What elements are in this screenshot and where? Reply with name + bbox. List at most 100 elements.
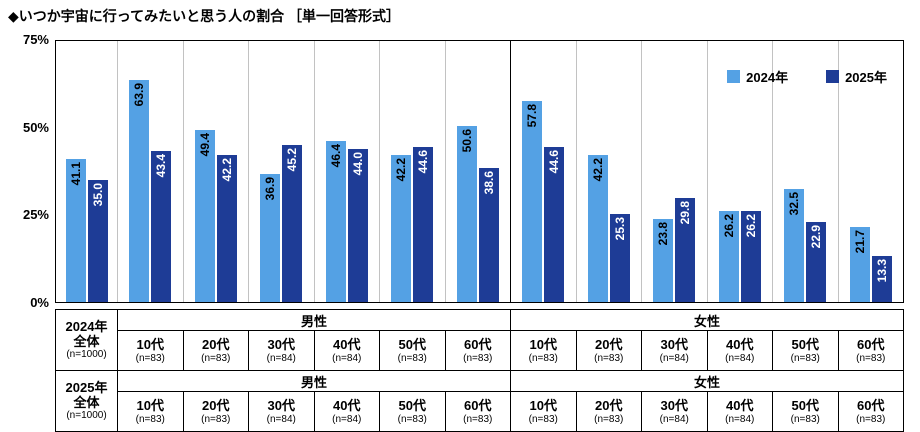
bar-2024-male-60s: 50.6 [456,125,477,302]
bar-value-label: 29.8 [678,201,693,225]
age-cell: 20代 (n=83) [182,330,249,371]
table-total-n: (n=1000) [66,410,107,421]
bar-value-label: 13.3 [874,258,889,283]
table-total-n: (n=1000) [66,349,107,360]
age-cell: 10代 (n=83) [117,391,184,432]
legend-item-2025: 2025年 [826,67,887,86]
table-side-cell-2025: 2025年 全体 (n=1000) [55,370,118,432]
age-label: 50代 [791,397,819,413]
table-gender-row-2025: 2025年 全体 (n=1000) 男性 女性 [55,370,904,432]
bar-value-label: 32.5 [787,191,802,216]
bar-value-label: 42.2 [590,158,605,182]
age-n-label: (n=84) [659,413,689,425]
y-tick-label: 0% [30,295,49,310]
bar-2025-female-10s: 44.6 [544,146,565,302]
age-label: 30代 [267,336,295,352]
age-cell: 60代 (n=83) [837,391,904,432]
age-n-label: (n=84) [266,352,296,364]
age-n-label: (n=83) [135,352,165,364]
age-cell: 20代 (n=83) [182,391,249,432]
chart-title: ◆いつか宇宙に行ってみたいと思う人の割合 ［単一回答形式］ [8,8,400,24]
bar-2025-female-20s: 25.3 [609,213,630,302]
table-side-cell-2024: 2024年 全体 (n=1000) [55,309,118,371]
age-label: 20代 [202,336,230,352]
age-cell: 40代 (n=84) [313,391,380,432]
age-cell: 20代 (n=83) [575,330,642,371]
gender-header-2025-male: 男性 [117,370,511,392]
bar-value-label: 44.6 [547,149,562,174]
age-n-label: (n=83) [397,413,427,425]
age-n-label: (n=84) [659,352,689,364]
age-label: 10代 [136,397,164,413]
age-label: 20代 [595,336,623,352]
bar-value-label: 26.2 [743,213,758,238]
bar-2025-male-30s: 45.2 [282,144,303,302]
bar-value-label: 57.8 [525,103,540,128]
legend-item-2024: 2024年 [727,67,788,86]
bar-value-label: 63.9 [132,82,147,106]
breakdown-table-body: 2024年 全体 (n=1000) 男性 女性 10代 (n=83) 20代 (n=83) 30代… [55,309,904,432]
bar-group-total: 41.1 35.0 [56,41,118,302]
age-label: 40代 [333,397,361,413]
table-total-label: 全体 [73,395,100,410]
table-age-row-2025: 10代 (n=83) 20代 (n=83) 30代 (n=84) 40代 (n=84) 50代(… [56,391,904,432]
age-cell: 10代 (n=83) [117,330,184,371]
bar-value-label: 49.4 [197,133,212,157]
bar-group-female-30s: 23.8 29.8 [642,41,708,302]
age-cell: 60代 (n=83) [444,391,511,432]
legend-swatch-2024 [727,70,741,83]
age-n-label: (n=83) [594,352,624,364]
bar-2025-female-30s: 29.8 [675,198,696,302]
gender-header-2025-female: 女性 [510,370,904,392]
age-n-label: (n=83) [594,413,624,425]
bar-2024-female-20s: 42.2 [587,155,608,302]
age-label: 40代 [333,336,361,352]
bar-2024-female-50s: 32.5 [784,188,805,302]
bar-group-male-20s: 49.4 42.2 [184,41,249,302]
age-cell: 50代 (n=83) [772,330,839,371]
age-label: 60代 [464,397,492,413]
age-label: 30代 [660,397,688,413]
bar-value-label: 38.6 [481,170,496,195]
age-n-label: (n=83) [463,413,493,425]
bar-2024-female-60s: 21.7 [849,226,870,302]
bar-value-label: 21.7 [852,229,867,253]
bar-2025-male-10s: 43.4 [151,150,172,302]
age-label: 30代 [660,336,688,352]
legend-label: 2025年 [845,70,887,85]
bar-group-male-30s: 36.9 45.2 [249,41,315,302]
age-n-label: (n=83) [397,352,427,364]
age-n-label: (n=83) [528,413,558,425]
bar-2025-male-40s: 44.0 [347,148,368,302]
bar-value-label: 46.4 [328,143,343,167]
bar-value-label: 42.2 [219,158,234,182]
age-label: 20代 [595,397,623,413]
bar-group-male-60s: 50.6 38.6 [446,41,511,302]
age-n-label: (n=84) [725,352,755,364]
age-cell: 50代 (n=83) [379,391,446,432]
bar-group-female-50s: 32.5 22.9 [773,41,839,302]
age-n-label: (n=83) [201,413,231,425]
age-n-label: (n=83) [463,352,493,364]
bar-2024-male-10s: 63.9 [129,79,150,302]
legend-swatch-2025 [826,70,840,83]
bar-2025-female-60s: 13.3 [871,255,892,302]
bar-2024-total: 41.1 [65,158,86,302]
bar-value-label: 45.2 [285,147,300,172]
bar-group-male-40s: 46.4 44.0 [315,41,380,302]
age-label: 10代 [529,336,557,352]
plot-area: 2024年 2025年 41.1 35.0 63.9 43.4 49.4 42.2 36.9 4… [55,40,904,303]
bar-2024-male-40s: 46.4 [325,140,346,302]
age-label: 10代 [136,336,164,352]
bar-value-label: 43.4 [154,153,169,178]
age-label: 60代 [857,397,885,413]
bar-value-label: 25.3 [612,216,627,241]
bar-value-label: 22.9 [809,225,824,249]
bar-2025-female-50s: 22.9 [806,222,827,302]
table-total-label: 全体 [73,334,100,349]
age-cell: 50代 (n=83) [379,330,446,371]
table-age-row-2024: 10代 (n=83) 20代 (n=83) 30代 (n=84) 40代 (n=84) 50代(… [56,330,904,371]
bar-2025-total: 35.0 [87,180,108,302]
y-tick-label: 75% [22,32,49,47]
